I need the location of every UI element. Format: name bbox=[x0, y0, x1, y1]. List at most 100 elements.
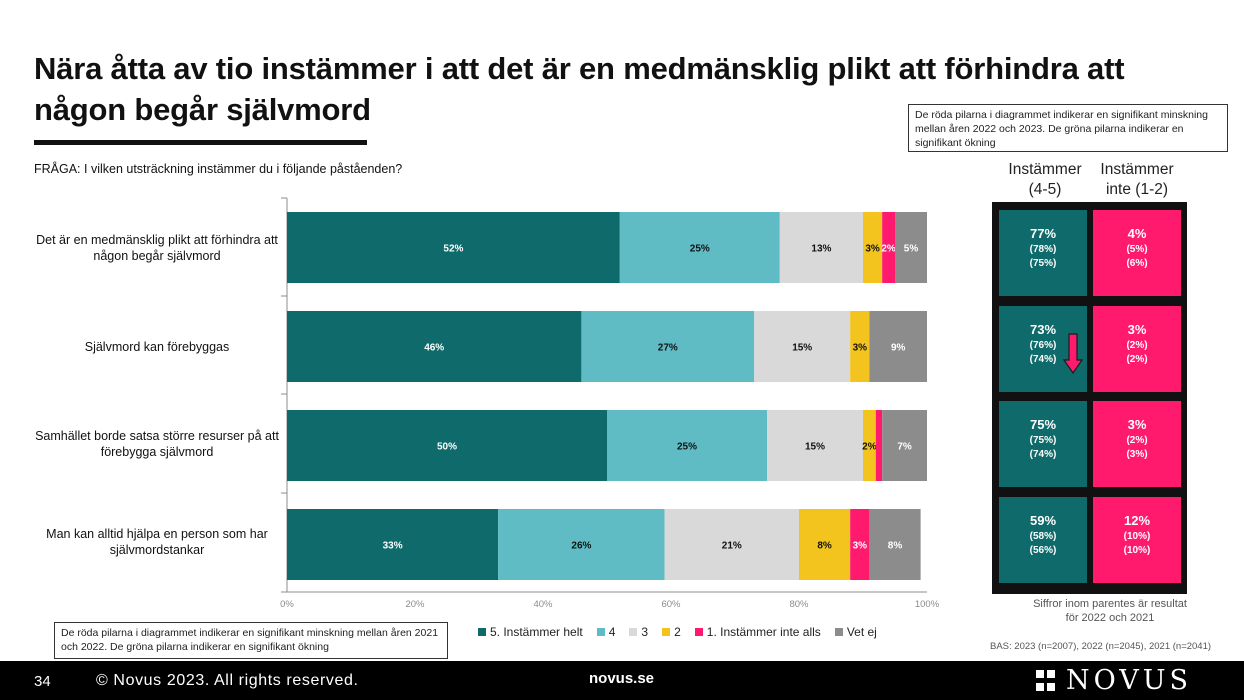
site-link[interactable]: novus.se bbox=[589, 670, 655, 687]
summary-panel: 77% (78%) (75%) 4% (5%) (6%) 73% (76%) (… bbox=[992, 202, 1187, 594]
base-sizes: BAS: 2023 (n=2007), 2022 (n=2045), 2021 … bbox=[990, 641, 1212, 652]
novus-logo: NOVUS bbox=[1066, 665, 1193, 696]
legend-label: 2 bbox=[674, 625, 681, 639]
significance-note-bottom: De röda pilarna i diagrammet indikerar e… bbox=[54, 622, 448, 659]
agree-2021: (74%) bbox=[1029, 354, 1057, 365]
bar-segment bbox=[895, 212, 927, 283]
data-label: 46% bbox=[424, 343, 444, 354]
bar-segment bbox=[664, 509, 799, 580]
disagree-2021: (3%) bbox=[1126, 449, 1148, 460]
bar-segment bbox=[287, 311, 582, 382]
data-label: 2% bbox=[881, 244, 896, 255]
bar-segment bbox=[875, 410, 883, 481]
bar-segment bbox=[498, 509, 665, 580]
data-label: 50% bbox=[437, 442, 457, 453]
bar-segment bbox=[850, 311, 870, 382]
legend-item: 5. Instämmer helt bbox=[478, 625, 583, 639]
data-label: 3% bbox=[865, 244, 880, 255]
novus-logo-mark bbox=[1036, 670, 1055, 691]
bar-segment bbox=[863, 410, 876, 481]
agree-value: 75% bbox=[1029, 417, 1057, 432]
disagree-value: 4% bbox=[1127, 226, 1147, 241]
agree-2022: (58%) bbox=[1029, 531, 1057, 542]
title-underline bbox=[34, 140, 367, 145]
agree-value: 59% bbox=[1029, 513, 1057, 528]
header-disagree: Instämmer inte (1-2) bbox=[1100, 161, 1174, 198]
bar-segment bbox=[850, 509, 870, 580]
data-label: 7% bbox=[897, 442, 912, 453]
bar-segment bbox=[869, 509, 921, 580]
disagree-value: 12% bbox=[1123, 513, 1151, 528]
data-label: 8% bbox=[888, 541, 903, 552]
data-label: 5% bbox=[904, 244, 919, 255]
x-tick-label: 100% bbox=[915, 599, 940, 610]
disagree-cell: 3% (2%) (3%) bbox=[1093, 401, 1181, 487]
agree-2022: (78%) bbox=[1029, 244, 1057, 255]
data-label: 15% bbox=[792, 343, 812, 354]
bar-segment bbox=[287, 212, 620, 283]
agree-value: 77% bbox=[1029, 226, 1057, 241]
bar-segment bbox=[882, 410, 927, 481]
summary-footnote: Siffror inom parentes är resultat för 20… bbox=[1033, 598, 1187, 624]
footer-bar: 34 © Novus 2023. All rights reserved. no… bbox=[0, 661, 1244, 700]
data-label: 13% bbox=[811, 244, 831, 255]
disagree-value: 3% bbox=[1127, 322, 1147, 337]
agree-2021: (56%) bbox=[1029, 545, 1057, 556]
data-label: 9% bbox=[891, 343, 906, 354]
legend-swatch bbox=[629, 628, 638, 636]
legend-item: 1. Instämmer inte alls bbox=[694, 625, 821, 639]
agree-2021: (75%) bbox=[1029, 258, 1057, 269]
data-label: 21% bbox=[722, 541, 742, 552]
survey-question: FRÅGA: I vilken utsträckning instämmer d… bbox=[34, 162, 403, 176]
bar-segment bbox=[607, 410, 767, 481]
data-label: 33% bbox=[383, 541, 403, 552]
agree-2021: (74%) bbox=[1029, 449, 1057, 460]
data-label: 8% bbox=[817, 541, 832, 552]
bar-segment bbox=[799, 509, 851, 580]
category-label: Självmord kan förebyggas bbox=[84, 340, 230, 354]
agree-value: 73% bbox=[1029, 322, 1057, 337]
disagree-value: 3% bbox=[1127, 417, 1147, 432]
disagree-2021: (10%) bbox=[1123, 545, 1151, 556]
x-tick-label: 60% bbox=[661, 599, 681, 610]
data-label: 25% bbox=[677, 442, 697, 453]
x-tick-label: 80% bbox=[789, 599, 809, 610]
legend-swatch bbox=[596, 628, 605, 636]
significance-note-top: De röda pilarna i diagrammet indikerar e… bbox=[908, 104, 1228, 152]
disagree-2022: (2%) bbox=[1126, 435, 1148, 446]
data-label: 15% bbox=[805, 442, 825, 453]
legend-label: 5. Instämmer helt bbox=[490, 625, 583, 639]
legend-label: 1. Instämmer inte alls bbox=[706, 625, 821, 639]
disagree-cell: 4% (5%) (6%) bbox=[1093, 210, 1181, 296]
x-tick-label: 40% bbox=[533, 599, 553, 610]
agree-2022: (75%) bbox=[1029, 435, 1057, 446]
agree-cell: 75% (75%) (74%) bbox=[999, 401, 1087, 487]
disagree-2021: (6%) bbox=[1126, 258, 1148, 269]
x-tick-label: 20% bbox=[405, 599, 425, 610]
bar-segment bbox=[754, 311, 851, 382]
bar-segment bbox=[863, 212, 883, 283]
legend-swatch bbox=[834, 628, 843, 636]
copyright: © Novus 2023. All rights reserved. bbox=[96, 672, 359, 689]
bar-segment bbox=[287, 410, 607, 481]
data-label: 3% bbox=[853, 343, 868, 354]
bar-segment bbox=[882, 212, 895, 283]
agree-2022: (76%) bbox=[1029, 340, 1057, 351]
legend-label: Vet ej bbox=[846, 625, 877, 639]
legend-item: 3 bbox=[629, 625, 648, 639]
legend-label: 3 bbox=[641, 625, 649, 639]
x-tick-label: 0% bbox=[280, 599, 294, 610]
data-label: 2% bbox=[862, 442, 877, 453]
data-label: 25% bbox=[690, 244, 710, 255]
disagree-2022: (10%) bbox=[1123, 531, 1151, 542]
data-label: 52% bbox=[443, 244, 463, 255]
bar-segment bbox=[287, 509, 499, 580]
header-agree: Instämmer (4-5) bbox=[1008, 161, 1082, 198]
disagree-2021: (2%) bbox=[1126, 354, 1148, 365]
legend-swatch bbox=[478, 628, 486, 636]
bar-segment bbox=[767, 410, 863, 481]
bar-segment bbox=[619, 212, 780, 283]
bar-segment bbox=[869, 311, 927, 382]
legend-swatch bbox=[694, 628, 703, 636]
agree-cell: 59% (58%) (56%) bbox=[999, 497, 1087, 583]
